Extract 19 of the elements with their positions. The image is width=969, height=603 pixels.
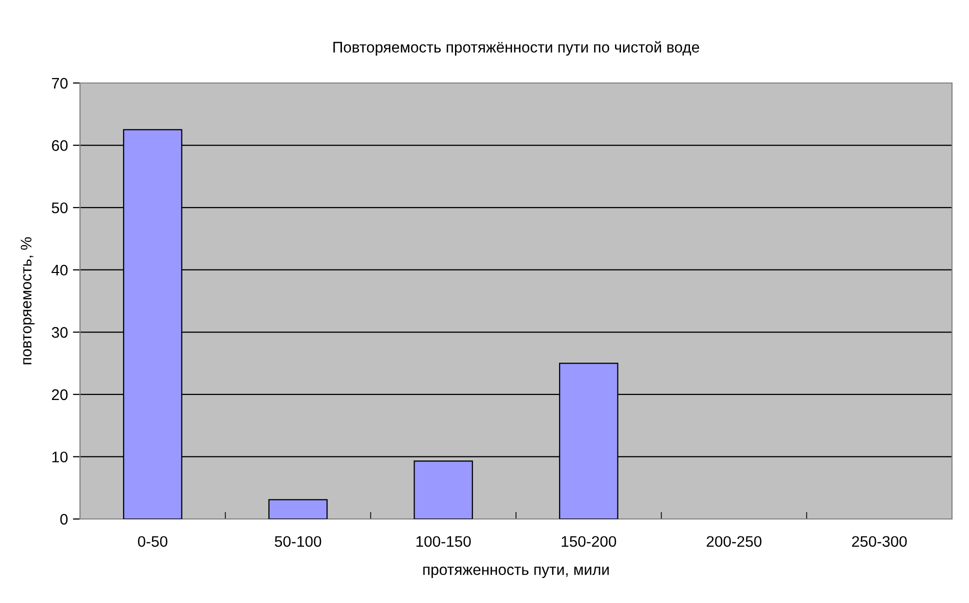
chart-title: Повторяемость протяжённости пути по чистой воде [333, 41, 700, 56]
x-tick-label: 200-250 [706, 536, 762, 547]
y-tick-label: 60 [52, 140, 68, 151]
y-tick-label: 10 [52, 452, 68, 462]
bar [268, 499, 328, 519]
y-tick-label: 50 [52, 202, 68, 214]
x-axis-title: протяженность пути, мили [423, 566, 609, 578]
y-tick-label: 20 [52, 389, 68, 400]
x-tick-label: 150-200 [562, 536, 616, 547]
y-tick-label: 70 [52, 78, 68, 89]
y-tick-label: 40 [52, 264, 68, 276]
bar [414, 460, 473, 519]
y-tick-label: 0 [60, 514, 68, 525]
x-tick-label: 50-100 [274, 536, 322, 547]
x-tick-label: 250-300 [852, 536, 907, 547]
y-axis-title: повторяемость, % [20, 237, 35, 364]
x-tick-label: 0-50 [138, 536, 168, 547]
y-tick-label: 30 [52, 327, 68, 338]
x-tick-label: 100-150 [416, 536, 471, 547]
